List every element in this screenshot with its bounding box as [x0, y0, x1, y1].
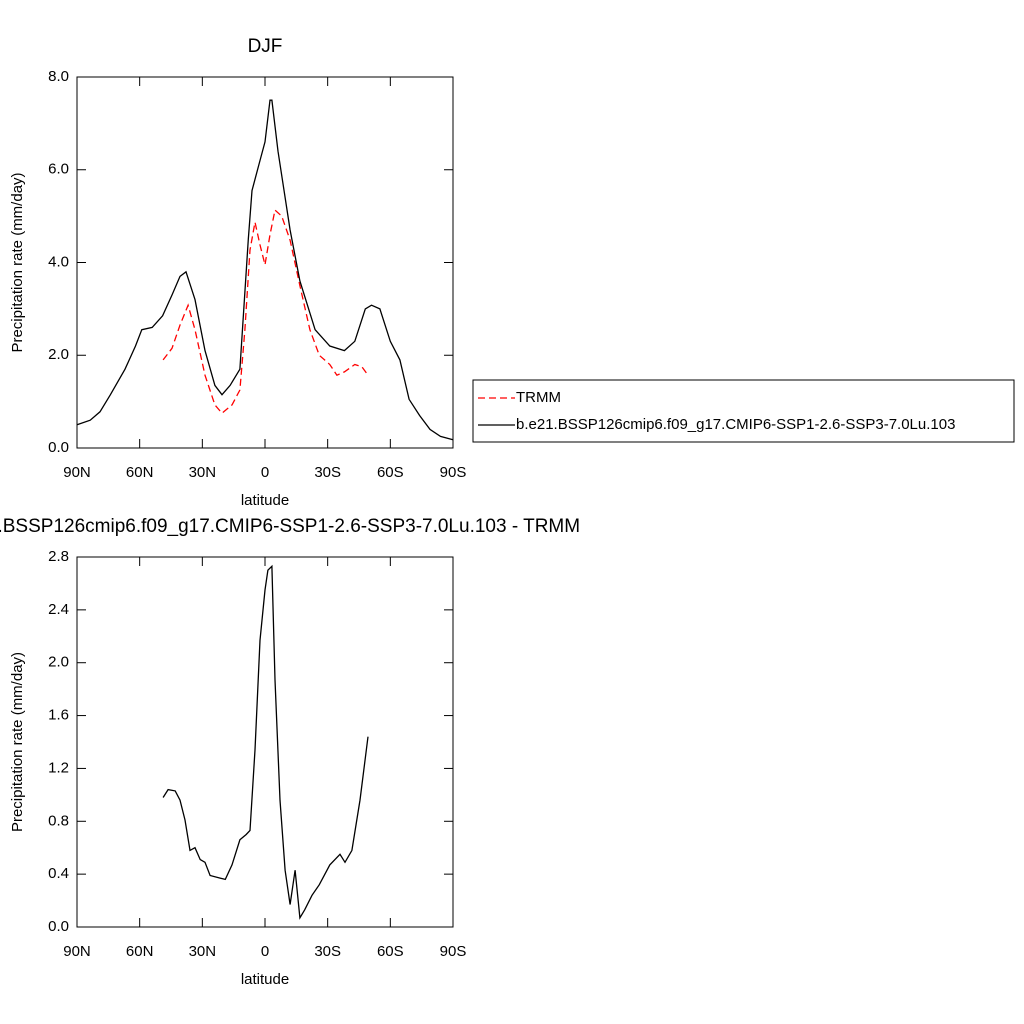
x-tick-label: 90N [63, 943, 91, 960]
x-tick-label: 30N [189, 943, 217, 960]
x-tick-label: 60S [377, 943, 404, 960]
y-tick-label: 6.0 [48, 161, 69, 178]
x-tick-label: 60N [126, 464, 154, 481]
y-tick-label: 0.0 [48, 918, 69, 935]
legend-box [472, 379, 1015, 443]
y-tick-label: 0.4 [48, 865, 69, 882]
x-tick-label: 90N [63, 464, 91, 481]
x-tick-label: 30N [189, 464, 217, 481]
y-tick-label: 1.2 [48, 759, 69, 776]
y-tick-label: 8.0 [48, 68, 69, 85]
y-axis-label: Precipitation rate (mm/day) [9, 172, 26, 352]
data-line [76, 99, 454, 441]
x-tick-label: 0 [261, 464, 269, 481]
data-line [162, 564, 369, 920]
legend-label: TRMM [516, 389, 561, 406]
y-tick-label: 2.4 [48, 601, 69, 618]
y-tick-label: 0.0 [48, 439, 69, 456]
y-tick-label: 2.8 [48, 548, 69, 565]
x-axis-label: latitude [241, 492, 289, 509]
legend-label: b.e21.BSSP126cmip6.f09_g17.CMIP6-SSP1-2.… [516, 416, 955, 433]
x-tick-label: 0 [261, 943, 269, 960]
x-tick-label: 30S [314, 464, 341, 481]
y-tick-label: 4.0 [48, 253, 69, 270]
data-line [162, 208, 369, 415]
chart-title: DJF [248, 36, 283, 57]
x-tick-label: 60S [377, 464, 404, 481]
y-tick-label: 1.6 [48, 707, 69, 724]
y-tick-label: 0.8 [48, 812, 69, 829]
plot-frame [76, 556, 454, 928]
x-tick-label: 30S [314, 943, 341, 960]
x-axis-label: latitude [241, 971, 289, 988]
x-tick-label: 90S [440, 943, 467, 960]
x-tick-label: 60N [126, 943, 154, 960]
chart-title: b.e21.BSSP126cmip6.f09_g17.CMIP6-SSP1-2.… [0, 516, 580, 537]
y-axis-label: Precipitation rate (mm/day) [9, 652, 26, 832]
x-tick-label: 90S [440, 464, 467, 481]
y-tick-label: 2.0 [48, 346, 69, 363]
y-tick-label: 2.0 [48, 654, 69, 671]
